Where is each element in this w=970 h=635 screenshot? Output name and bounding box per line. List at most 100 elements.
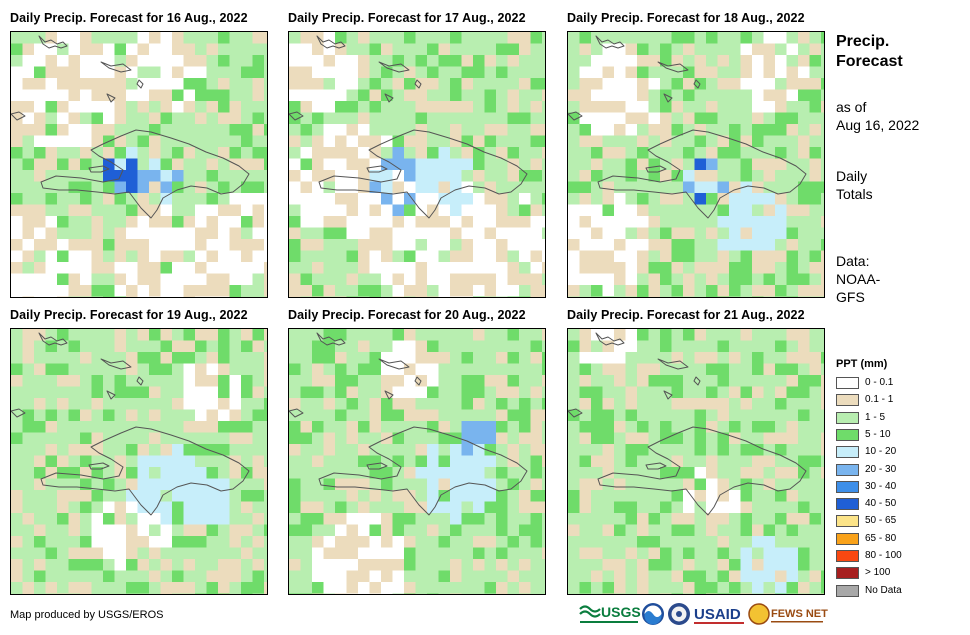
precip-cell	[80, 570, 92, 583]
precip-cell	[473, 467, 485, 479]
precip-cell	[496, 101, 508, 113]
precip-cell	[323, 559, 336, 571]
precip-cell	[614, 158, 626, 171]
precip-cell	[427, 250, 439, 263]
precip-cell	[694, 101, 707, 113]
precip-cell	[183, 193, 196, 205]
precip-cell	[335, 112, 347, 125]
precip-cell	[568, 227, 580, 240]
precip-cell	[404, 101, 416, 113]
precip-cell	[218, 444, 230, 456]
precip-cell	[149, 250, 161, 263]
precip-cell	[114, 524, 127, 537]
precip-cell	[740, 524, 753, 537]
precip-cell	[160, 43, 173, 56]
precip-cell	[57, 43, 69, 56]
precip-cell	[114, 501, 127, 514]
precip-cell	[300, 296, 313, 297]
precip-cell	[427, 432, 439, 445]
precip-cell	[80, 193, 92, 205]
precip-cell	[798, 124, 810, 136]
precip-cell	[614, 536, 626, 548]
precip-cell	[473, 409, 485, 422]
precip-cell	[519, 536, 531, 548]
precip-cell	[450, 101, 462, 113]
precip-cell	[289, 135, 301, 148]
precip-cell	[809, 593, 822, 594]
precip-cell	[683, 501, 695, 514]
precip-cell	[218, 147, 230, 159]
precip-cell	[579, 296, 592, 297]
precip-cell	[160, 375, 173, 387]
precip-cell	[114, 239, 127, 251]
precip-cell	[80, 55, 92, 67]
precip-cell	[358, 227, 370, 240]
precip-cell	[671, 329, 684, 341]
precip-cell	[542, 467, 545, 479]
precip-cell	[602, 444, 615, 456]
precip-cell	[740, 340, 753, 353]
precip-cell	[809, 582, 822, 594]
precip-cell	[507, 340, 520, 353]
precip-cell	[415, 398, 428, 410]
precip-cell	[625, 135, 638, 148]
precip-cell	[160, 570, 173, 583]
precip-cell	[34, 559, 46, 571]
hispaniola-outline	[318, 129, 528, 219]
precip-cell	[706, 112, 718, 125]
precip-cell	[625, 398, 638, 410]
precip-cell	[763, 227, 776, 240]
precip-cell	[300, 386, 313, 399]
precip-cell	[648, 524, 661, 537]
precip-cell	[22, 66, 35, 79]
precip-cell	[149, 398, 161, 410]
precip-cell	[103, 444, 115, 456]
precip-cell	[172, 536, 184, 548]
precip-cell	[717, 147, 730, 159]
precip-cell	[300, 363, 313, 376]
precip-cell	[335, 559, 347, 571]
precip-cell	[183, 536, 196, 548]
precip-cell	[809, 43, 822, 56]
precip-cell	[591, 158, 603, 171]
precip-cell	[126, 204, 138, 217]
precip-cell	[648, 285, 661, 297]
precip-cell	[218, 227, 230, 240]
precip-cell	[821, 547, 824, 560]
sidebar-data-line1: Data:	[836, 253, 870, 269]
precip-cell	[195, 386, 207, 399]
precip-cell	[519, 409, 531, 422]
precip-cell	[614, 478, 626, 491]
precip-cell	[264, 227, 267, 240]
precip-cell	[752, 340, 764, 353]
precip-cell	[160, 524, 173, 537]
precip-cell	[22, 296, 35, 297]
precip-cell	[427, 467, 439, 479]
precip-cell	[206, 386, 219, 399]
precip-cell	[369, 43, 382, 56]
precip-cell	[312, 181, 324, 194]
precip-cell	[461, 375, 474, 387]
precip-cell	[717, 398, 730, 410]
precip-cell	[300, 570, 313, 583]
precip-cell	[68, 352, 81, 364]
precip-cell	[438, 547, 451, 560]
precip-cell	[149, 124, 161, 136]
precip-cell	[126, 216, 138, 228]
precip-cell	[729, 55, 741, 67]
precip-cell	[358, 135, 370, 148]
precip-cell	[80, 352, 92, 364]
precip-cell	[346, 216, 359, 228]
precip-cell	[369, 89, 382, 102]
precip-cell	[57, 193, 69, 205]
precip-cell	[218, 570, 230, 583]
precip-cell	[300, 227, 313, 240]
precip-cell	[507, 386, 520, 399]
precip-cell	[706, 158, 718, 171]
precip-cell	[821, 216, 824, 228]
precip-cell	[496, 204, 508, 217]
precip-cell	[625, 513, 638, 525]
precip-cell	[579, 227, 592, 240]
precip-cell	[602, 262, 615, 274]
precip-cell	[706, 398, 718, 410]
